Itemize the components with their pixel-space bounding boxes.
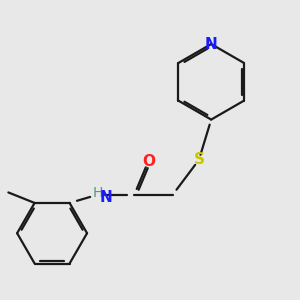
Text: N: N bbox=[100, 190, 113, 205]
Text: N: N bbox=[205, 37, 217, 52]
Text: O: O bbox=[142, 154, 155, 169]
Text: H: H bbox=[92, 186, 103, 200]
Text: S: S bbox=[194, 152, 205, 167]
